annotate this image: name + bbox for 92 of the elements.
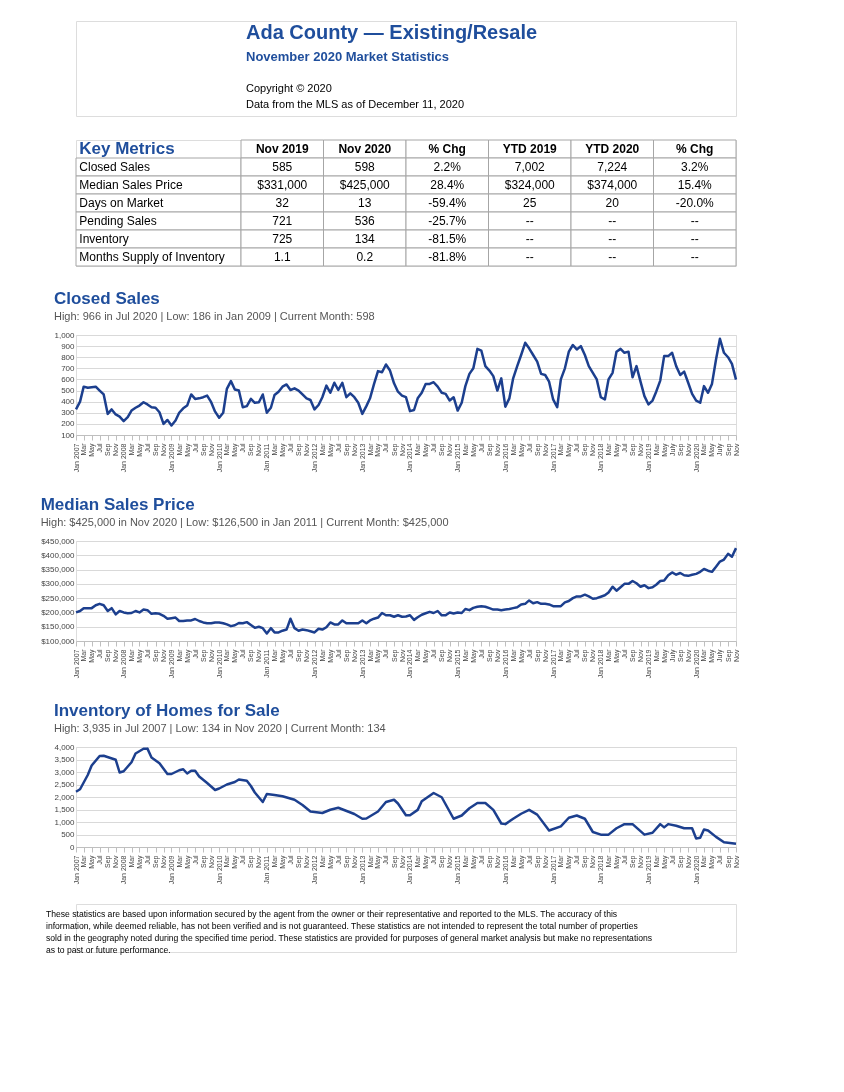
category-label: Median Sales Price: [79, 178, 183, 192]
text: sold in the geography noted during the specified time period. These statistics are provided for purposes of general market analysis but make no representations: [46, 933, 653, 943]
chart-title: Inventory of Homes for Sale: [53, 701, 280, 720]
text: --: [690, 250, 699, 264]
category-label: Nov 2019: [255, 142, 309, 156]
text: $425,000: [339, 178, 390, 192]
y-tick-label: 900: [61, 341, 76, 351]
text: 32: [275, 196, 289, 210]
text: --: [690, 214, 699, 228]
text: --: [690, 232, 699, 246]
chart-title: Closed Sales: [53, 289, 160, 308]
y-tick-label: 100: [61, 430, 76, 440]
y-tick-label: 4,000: [54, 742, 76, 752]
y-tick-label: $450,000: [41, 536, 76, 546]
text: $324,000: [504, 178, 555, 192]
text: 585: [272, 160, 293, 174]
y-tick-label: 3,500: [54, 755, 76, 764]
text: 7,002: [514, 160, 545, 174]
category-label: YTD 2019: [502, 142, 558, 156]
category-label: Closed Sales: [79, 160, 151, 174]
text: 725: [272, 232, 293, 246]
line-series: [74, 337, 738, 427]
y-tick-label: 600: [61, 374, 76, 384]
text: --: [525, 214, 534, 228]
chart-title: Median Sales Price: [40, 495, 195, 514]
text: --: [525, 232, 534, 246]
y-tick-label: $400,000: [41, 550, 76, 560]
text: $374,000: [587, 178, 638, 192]
y-tick-label: 2,500: [54, 780, 76, 789]
text: 0.2: [356, 250, 374, 264]
y-tick-label: $300,000: [41, 579, 76, 589]
text: 3.2%: [681, 160, 709, 174]
text: 7,224: [597, 160, 628, 174]
y-tick-label: 500: [61, 830, 76, 839]
text: 134: [354, 232, 375, 246]
text: Ada County — Existing/Resale: [246, 21, 538, 43]
text: November 2020 Market Statistics: [246, 49, 450, 64]
text: Copyright © 2020: [246, 82, 332, 94]
text: These statistics are based upon information secured by the agent from the owner or their representative and reported to the MLS. The accuracy of this: [46, 909, 618, 919]
y-tick-label: 200: [61, 419, 76, 429]
chart-subtitle: High: 3,935 in Jul 2007 | Low: 134 in Nov 2020 | Current Month: 134: [53, 722, 386, 734]
text: as to past or future performance.: [46, 945, 171, 955]
text: 536: [354, 214, 375, 228]
text: -59.4%: [428, 196, 467, 210]
category-label: Nov 2020: [338, 142, 392, 156]
y-tick-label: 300: [61, 408, 76, 418]
text: 598: [354, 160, 375, 174]
text: --: [608, 232, 617, 246]
chart-subtitle: High: $425,000 in Nov 2020 | Low: $126,500 in Jan 2011 | Current Month: $425,000: [40, 516, 449, 528]
text: --: [608, 250, 617, 264]
text: 20: [605, 196, 619, 210]
category-label: YTD 2020: [585, 142, 640, 156]
text: 15.4%: [677, 178, 712, 192]
text: -81.8%: [428, 250, 467, 264]
y-tick-label: $100,000: [41, 636, 76, 646]
y-tick-label: 2,000: [54, 792, 76, 802]
text: -81.5%: [428, 232, 467, 246]
text: 2.2%: [433, 160, 461, 174]
y-tick-label: $150,000: [41, 622, 76, 632]
text: Key Metrics: [79, 139, 175, 158]
text: --: [608, 214, 617, 228]
y-tick-label: 400: [61, 397, 76, 407]
text: 28.4%: [430, 178, 465, 192]
y-tick-label: 800: [61, 352, 76, 362]
category-label: Days on Market: [79, 196, 164, 210]
text: 25: [523, 196, 537, 210]
text: --: [525, 250, 534, 264]
y-tick-label: 700: [61, 363, 76, 373]
y-tick-label: 3,000: [54, 767, 76, 777]
y-tick-label: $350,000: [41, 565, 76, 575]
text: $331,000: [257, 178, 308, 192]
line-series: [74, 546, 738, 635]
y-tick-label: 1,000: [54, 330, 76, 340]
text: information, while deemed reliable, has not been verified and is not guaranteed. These statistics are not intended to represent the total number of properties: [46, 921, 638, 931]
text: 13: [358, 196, 372, 210]
category-label: Pending Sales: [79, 214, 157, 228]
y-tick-label: 1,000: [54, 817, 76, 827]
y-tick-label: $200,000: [41, 607, 76, 617]
y-tick-label: $250,000: [41, 593, 76, 603]
y-tick-label: 1,500: [54, 805, 76, 814]
text: 1.1: [273, 250, 291, 264]
y-tick-label: 500: [61, 386, 76, 396]
category-label: % Chg: [676, 142, 714, 156]
chart-subtitle: High: 966 in Jul 2020 | Low: 186 in Jan 2009 | Current Month: 598: [53, 310, 375, 322]
category-label: Inventory: [79, 232, 129, 246]
category-label: Months Supply of Inventory: [79, 250, 225, 264]
text: -20.0%: [675, 196, 714, 210]
y-tick-label: 0: [70, 842, 76, 852]
category-label: % Chg: [428, 142, 466, 156]
text: -25.7%: [428, 214, 467, 228]
text: Data from the MLS as of December 11, 2020: [246, 98, 465, 110]
text: 721: [272, 214, 293, 228]
